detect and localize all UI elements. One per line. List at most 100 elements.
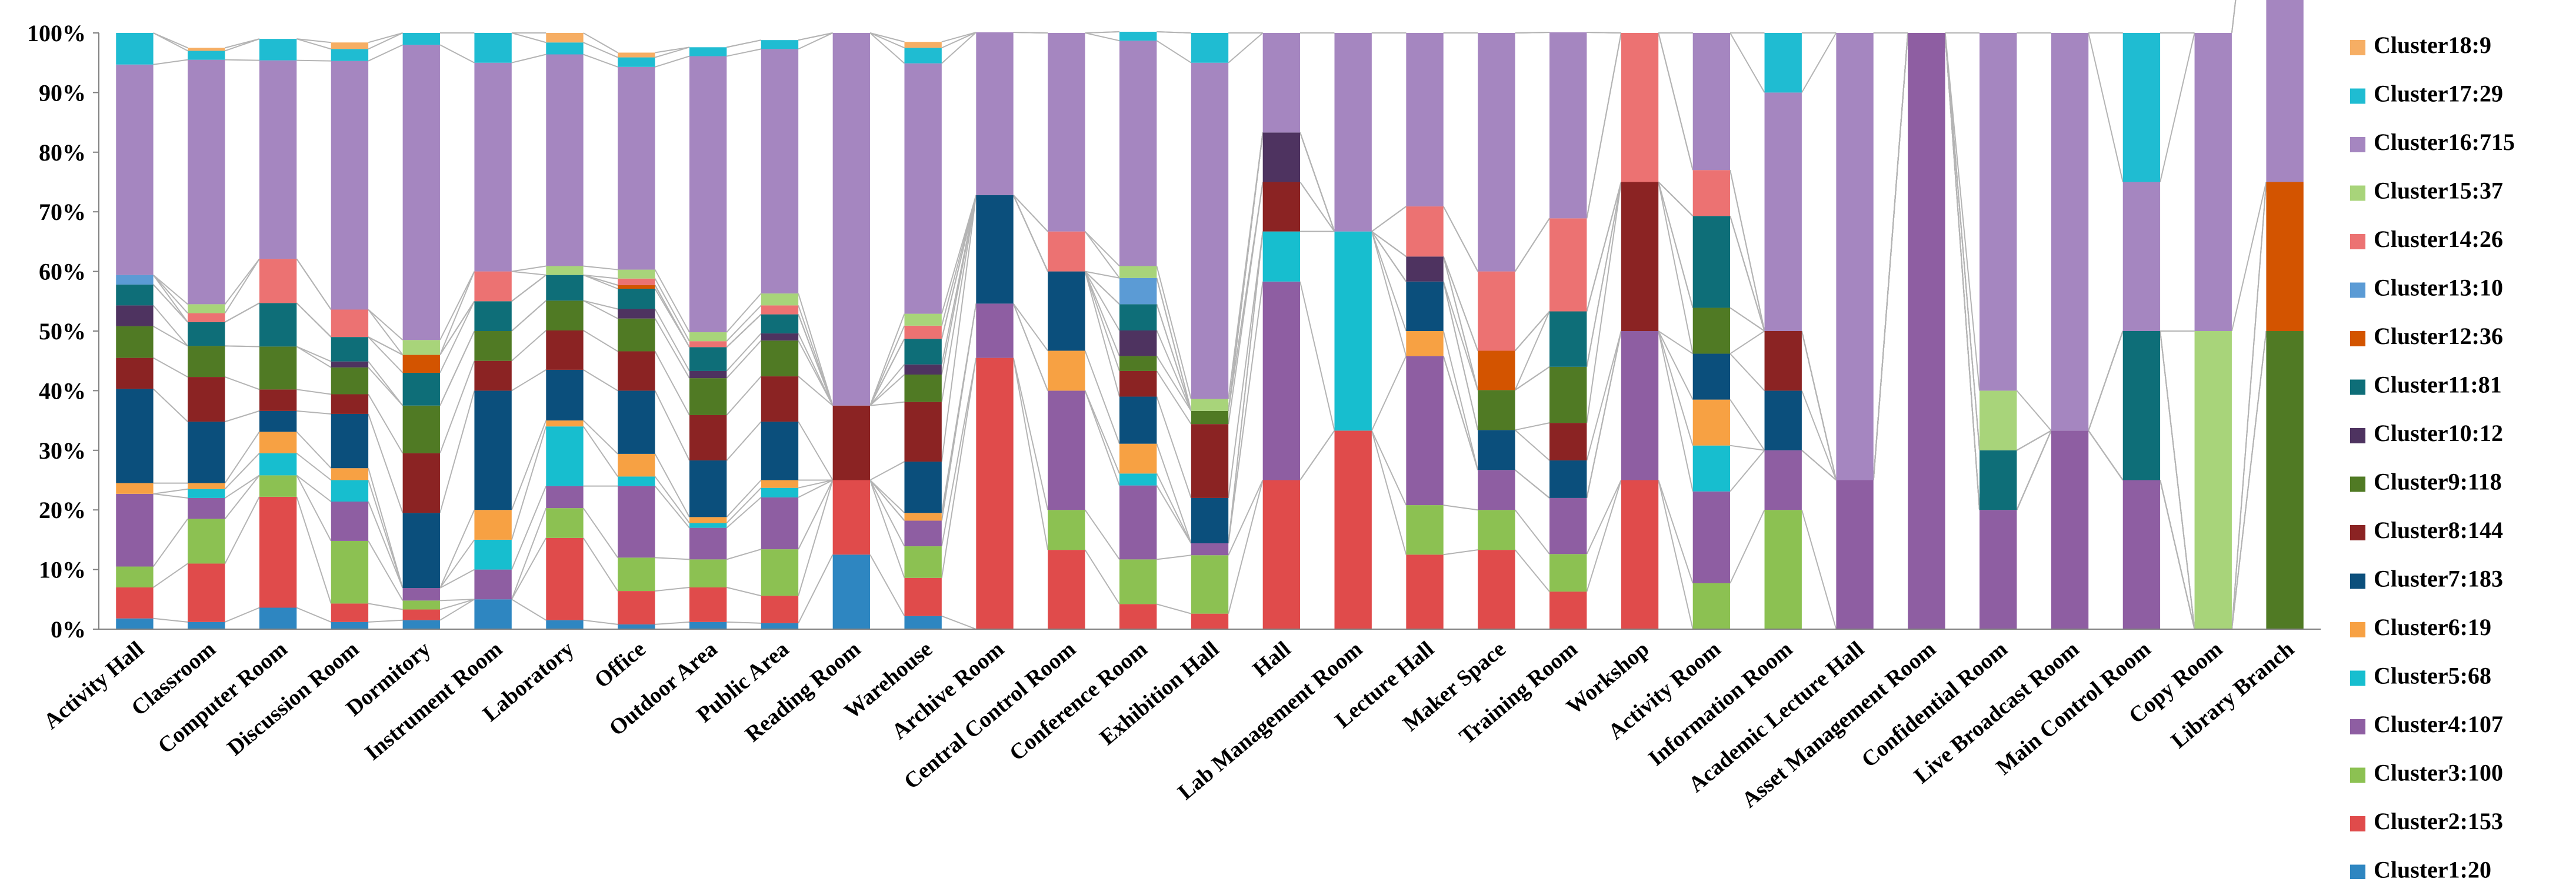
- series-connector: [152, 274, 188, 305]
- bar-segment-cluster17: [474, 33, 512, 63]
- series-connector: [869, 325, 905, 406]
- series-connector: [1514, 469, 1550, 499]
- bar-segment-cluster11: [1692, 216, 1731, 308]
- series-connector: [1442, 206, 1479, 272]
- series-connector: [224, 453, 260, 490]
- bar-segment-cluster3: [904, 546, 942, 578]
- series-connector: [439, 44, 475, 64]
- bar-segment-cluster4: [689, 527, 727, 560]
- bar-segment-cluster7: [1119, 396, 1157, 444]
- series-connector: [1085, 32, 1120, 42]
- series-connector: [1084, 230, 1120, 267]
- bar-segment-cluster9: [546, 300, 584, 330]
- series-connector: [2231, 0, 2237, 34]
- bar-segment-cluster3: [618, 557, 655, 592]
- series-connector: [583, 32, 618, 54]
- bar-segment-cluster7: [331, 413, 369, 469]
- bar-segment-cluster5: [761, 487, 799, 497]
- bar-segment-cluster5: [331, 480, 369, 502]
- series-connector: [511, 54, 546, 64]
- bar-segment-cluster16: [1119, 41, 1157, 266]
- series-connector: [1156, 473, 1192, 544]
- bar-segment-cluster10: [618, 309, 655, 319]
- bar-segment-cluster16: [259, 60, 297, 259]
- legend-swatch: [2350, 331, 2365, 346]
- bar-segment-cluster5: [546, 426, 584, 486]
- series-connector: [296, 38, 332, 50]
- series-connector: [2160, 330, 2195, 630]
- series-connector: [1658, 480, 1694, 584]
- series-connector: [439, 599, 475, 602]
- bar-segment-cluster7: [474, 390, 512, 510]
- series-connector: [583, 300, 618, 319]
- bar-segment-cluster14: [904, 325, 942, 339]
- bar-segment-cluster17: [1764, 33, 1802, 93]
- series-connector: [1729, 170, 1765, 332]
- bar-segment-cluster11: [1119, 304, 1157, 330]
- y-tick-label: 90%: [39, 79, 86, 106]
- series-connector: [2088, 32, 2124, 182]
- series-connector: [1658, 330, 1694, 400]
- series-connector: [2160, 32, 2195, 182]
- series-connector: [296, 496, 332, 604]
- bar-segment-cluster11: [689, 347, 727, 371]
- series-connector: [1156, 330, 1192, 412]
- bar-segment-cluster7: [188, 422, 225, 483]
- series-connector: [869, 32, 905, 43]
- series-connector: [798, 480, 834, 550]
- legend-swatch: [2350, 767, 2365, 783]
- bar-segment-cluster7: [402, 513, 440, 589]
- bar-segment-cluster2: [976, 358, 1014, 629]
- y-tick-label: 20%: [39, 497, 86, 523]
- series-connector: [368, 309, 404, 340]
- series-connector: [2016, 430, 2052, 451]
- series-connector: [1371, 230, 1407, 258]
- bar-segment-cluster16: [1764, 92, 1802, 331]
- legend-label: Cluster15:37: [2374, 178, 2503, 204]
- y-tick-label: 30%: [39, 437, 86, 464]
- series-connector: [869, 554, 905, 617]
- bar-segment-cluster5: [259, 453, 297, 476]
- bar-segment-cluster1: [832, 554, 870, 629]
- series-connector: [2231, 0, 2237, 34]
- x-tick-label: Activity Hall: [39, 637, 148, 734]
- series-connector: [726, 487, 762, 524]
- bars: [116, 0, 2304, 629]
- series-connector: [2088, 430, 2124, 481]
- bar-segment-cluster11: [546, 275, 584, 301]
- bar-segment-cluster2: [689, 587, 727, 622]
- bar-segment-cluster8: [904, 402, 942, 462]
- series-connector: [1514, 549, 1550, 592]
- series-connector: [224, 431, 260, 484]
- bar-segment-cluster16: [1836, 33, 1874, 480]
- series-connector: [1801, 390, 1837, 480]
- series-connector: [152, 518, 188, 567]
- bar-segment-cluster14: [331, 309, 369, 338]
- bar-segment-cluster14: [1692, 170, 1731, 216]
- bar-segment-cluster3: [689, 559, 727, 588]
- series-connector: [511, 486, 547, 570]
- series-connector: [1156, 304, 1192, 412]
- bar-segment-cluster8: [188, 377, 225, 422]
- series-connector: [1012, 303, 1048, 352]
- series-connector: [727, 587, 762, 597]
- series-connector: [1228, 32, 1264, 64]
- series-connector: [726, 421, 762, 461]
- series-connector: [1729, 445, 1765, 451]
- series-connector: [1156, 443, 1192, 544]
- bar-segment-cluster2: [259, 496, 297, 608]
- series-connector: [296, 475, 332, 502]
- bar-segment-cluster2: [904, 577, 942, 616]
- series-connector: [153, 326, 188, 347]
- bar-segment-cluster6: [474, 510, 512, 540]
- bar-segment-cluster17: [2122, 33, 2161, 182]
- bar-segment-cluster8: [331, 394, 369, 414]
- bar-segment-cluster16: [976, 32, 1014, 195]
- legend-swatch: [2350, 525, 2365, 540]
- series-connector: [869, 32, 905, 49]
- bar-segment-cluster3: [1048, 510, 1085, 550]
- series-connector: [1658, 182, 1694, 308]
- bar-segment-cluster12: [1478, 350, 1515, 390]
- bar-segment-cluster8: [1119, 370, 1157, 397]
